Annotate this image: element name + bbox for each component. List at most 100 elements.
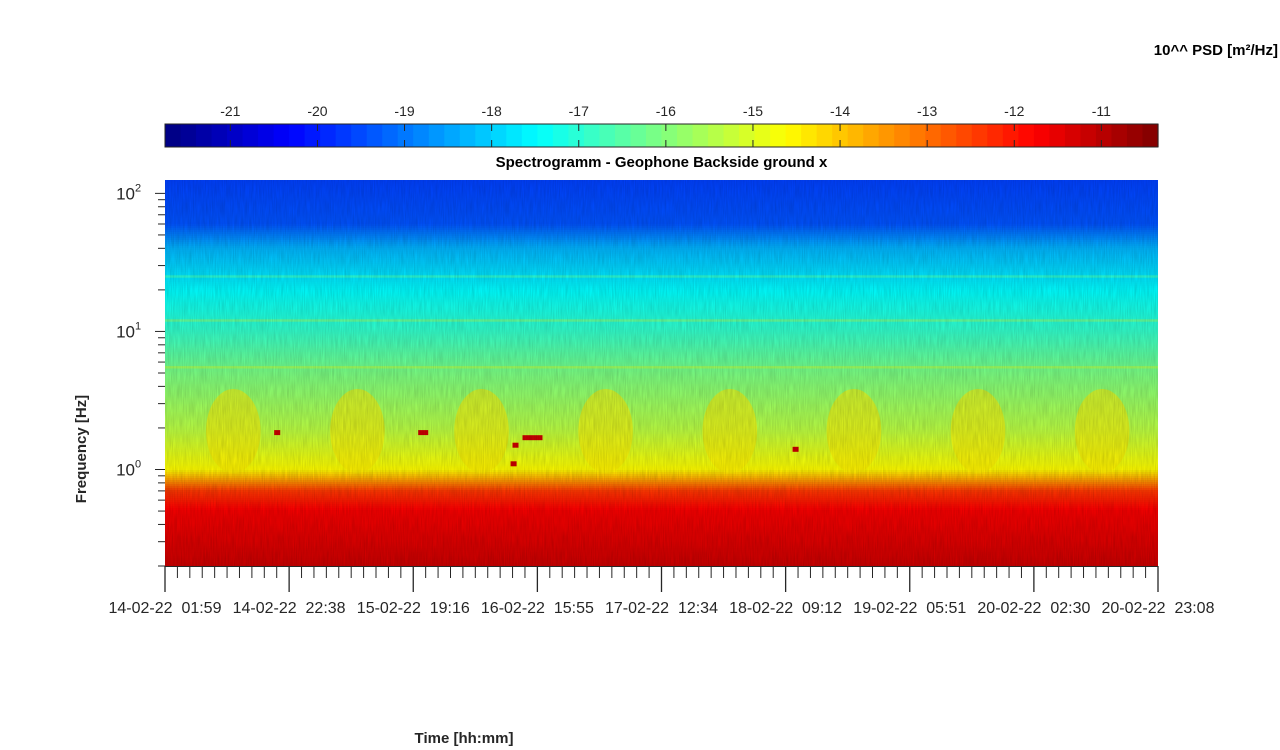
colorbar-cell	[956, 124, 973, 147]
colorbar-cells	[165, 124, 1159, 147]
colorbar-cell	[273, 124, 290, 147]
colorbar-cell	[832, 124, 849, 147]
colorbar-cell	[568, 124, 585, 147]
spectrogram-image	[165, 180, 1158, 567]
y-tick-label: 10	[116, 461, 135, 480]
colorbar-cell	[1064, 124, 1082, 147]
colorbar-cell	[211, 124, 228, 147]
colorbar-cell	[537, 124, 554, 147]
colorbar-cell	[196, 124, 213, 147]
colorbar-cell	[1033, 124, 1050, 147]
colorbar-ticks: -21 -20 -19 -18 -17 -16 -15 -14 -13 -12 -11	[220, 103, 1111, 147]
colorbar-cell	[413, 124, 430, 147]
colorbar-cell	[1126, 124, 1144, 147]
colorbar-cell	[475, 124, 492, 147]
colorbar-cell	[506, 124, 523, 147]
colorbar-border	[164, 123, 1159, 148]
colorbar-tick-label: -16	[656, 103, 676, 119]
colorbar-cell	[1111, 124, 1128, 147]
x-axis-ticks: 14-02-22 01:59 14-02-22 22:38 15-02-22 19:…	[109, 566, 1215, 617]
colorbar-cell	[1142, 124, 1159, 147]
colorbar-cell	[351, 124, 368, 147]
colorbar-cell	[428, 124, 445, 147]
colorbar-tick-label: -21	[220, 103, 240, 119]
colorbar-cell	[739, 124, 756, 147]
colorbar-cell	[847, 124, 864, 147]
colorbar-cell	[661, 124, 678, 147]
colorbar-cell	[1080, 124, 1097, 147]
y-tick-exponent: 1	[135, 320, 141, 332]
colorbar-cell	[894, 124, 911, 147]
x-tick-label: 17-02-22 12:34	[605, 600, 718, 617]
colorbar: -21 -20 -19 -18 -17 -16 -15 -14 -13 -12 -11	[164, 103, 1159, 148]
colorbar-cell	[878, 124, 895, 147]
colorbar-cell	[940, 124, 957, 147]
colorbar-cell	[366, 124, 383, 147]
colorbar-cell	[227, 124, 244, 147]
colorbar-cell	[521, 124, 538, 147]
colorbar-cell	[1018, 124, 1035, 147]
colorbar-title: 10^^ PSD [m²/Hz]	[1153, 42, 1278, 59]
colorbar-cell	[165, 124, 182, 147]
y-tick-exponent: 2	[135, 182, 141, 194]
colorbar-cell	[459, 124, 476, 147]
colorbar-tick-label: -18	[482, 103, 502, 119]
colorbar-tick-label: -15	[743, 103, 763, 119]
colorbar-cell	[1095, 124, 1113, 147]
colorbar-cell	[583, 124, 601, 147]
colorbar-cell	[614, 124, 632, 147]
colorbar-cell	[1049, 124, 1066, 147]
colorbar-cell	[723, 124, 740, 147]
colorbar-cell	[708, 124, 725, 147]
heatmap-texture	[165, 180, 1158, 566]
colorbar-cell	[258, 124, 275, 147]
y-tick-exponent: 0	[135, 459, 141, 471]
colorbar-cell	[335, 124, 352, 147]
colorbar-cell	[925, 124, 942, 147]
y-tick-label: 10	[116, 184, 135, 203]
colorbar-tick-label: -20	[307, 103, 327, 119]
x-tick-label: 16-02-22 15:55	[481, 600, 594, 617]
colorbar-cell	[909, 124, 926, 147]
colorbar-tick-label: -13	[917, 103, 937, 119]
colorbar-cell	[490, 124, 507, 147]
x-tick-label: 18-02-22 09:12	[729, 600, 842, 617]
colorbar-cell	[677, 124, 694, 147]
colorbar-cell	[645, 124, 663, 147]
colorbar-cell	[552, 124, 570, 147]
colorbar-cell	[816, 124, 833, 147]
x-tick-label: 14-02-22 01:59	[109, 600, 222, 617]
x-tick-label: 20-02-22 02:30	[977, 600, 1090, 617]
colorbar-cell	[289, 124, 306, 147]
colorbar-cell	[770, 124, 787, 147]
x-tick-label: 20-02-22 23:08	[1102, 600, 1215, 617]
colorbar-cell	[242, 124, 259, 147]
colorbar-cell	[444, 124, 461, 147]
x-axis-label: Time [hh:mm]	[414, 730, 514, 747]
colorbar-cell	[692, 124, 709, 147]
colorbar-cell	[630, 124, 647, 147]
colorbar-cell	[304, 124, 321, 147]
colorbar-cell	[599, 124, 616, 147]
x-tick-label: 19-02-22 05:51	[853, 600, 966, 617]
colorbar-cell	[987, 124, 1004, 147]
colorbar-tick-label: -12	[1004, 103, 1024, 119]
colorbar-cell	[801, 124, 818, 147]
colorbar-tick-label: -17	[569, 103, 589, 119]
colorbar-cell	[754, 124, 771, 147]
colorbar-cell	[180, 124, 197, 147]
colorbar-cell	[863, 124, 880, 147]
x-tick-label: 15-02-22 19:16	[357, 600, 470, 617]
colorbar-cell	[397, 124, 414, 147]
colorbar-cell	[1002, 124, 1019, 147]
colorbar-cell	[382, 124, 399, 147]
x-tick-label: 14-02-22 22:38	[233, 600, 346, 617]
colorbar-cell	[320, 124, 337, 147]
colorbar-tick-label: -19	[394, 103, 414, 119]
y-tick-label: 10	[116, 322, 135, 341]
colorbar-tick-label: -14	[830, 103, 850, 119]
colorbar-tick-label: -11	[1092, 103, 1111, 119]
